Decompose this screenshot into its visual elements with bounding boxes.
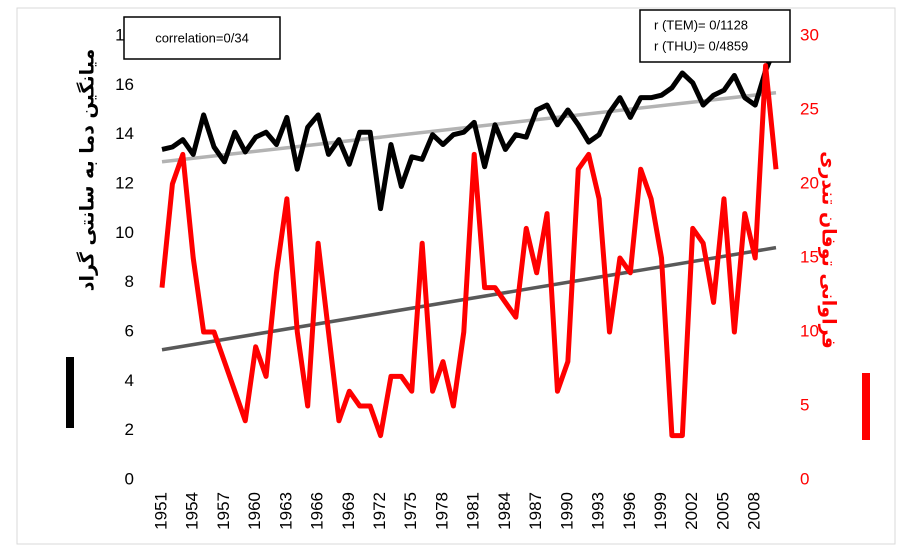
x-tick-label: 1957 bbox=[214, 492, 233, 530]
y-tick-label: 2 bbox=[125, 420, 134, 439]
annotation: r (THU)= 0/4859 bbox=[654, 38, 748, 53]
annotation-box bbox=[123, 16, 281, 60]
series-indicator bbox=[66, 357, 74, 428]
data-line bbox=[161, 44, 779, 212]
y-tick-label: 6 bbox=[125, 321, 134, 340]
x-tick-label: 1993 bbox=[589, 492, 608, 530]
x-tick-label: 1960 bbox=[245, 492, 264, 530]
annotation-box bbox=[639, 9, 791, 63]
annotation: r (TEM)= 0/1128 bbox=[654, 17, 748, 32]
x-tick-label: 1978 bbox=[432, 492, 451, 530]
x-tick-label: 1954 bbox=[183, 492, 202, 530]
y2-tick-label: 0 bbox=[800, 469, 809, 488]
y-tick-label: 16 bbox=[115, 75, 134, 94]
x-tick-label: 1951 bbox=[151, 492, 170, 530]
y2-axis-title: فراوانی توفان تندری bbox=[818, 151, 840, 349]
x-tick-label: 2005 bbox=[713, 492, 732, 530]
y-tick-label: 14 bbox=[115, 124, 134, 143]
x-tick-label: 1996 bbox=[620, 492, 639, 530]
y-tick-label: 8 bbox=[125, 272, 134, 291]
x-tick-label: 1987 bbox=[526, 492, 545, 530]
x-tick-label: 1975 bbox=[401, 492, 420, 530]
y2-tick-label: 20 bbox=[800, 173, 819, 192]
trend-line bbox=[161, 245, 777, 352]
frame bbox=[16, 7, 896, 545]
x-tick-label: 1963 bbox=[276, 492, 295, 530]
x-tick-label: 2002 bbox=[682, 492, 701, 530]
y2-tick-label: 5 bbox=[800, 395, 809, 414]
y-axis-title: میانگین دما به سانتی گراد bbox=[76, 49, 99, 292]
x-tick-label: 1999 bbox=[651, 492, 670, 530]
y-tick-label: 0 bbox=[125, 469, 134, 488]
x-tick-label: 1969 bbox=[339, 492, 358, 530]
y2-tick-label: 25 bbox=[800, 99, 819, 118]
x-tick-label: 1972 bbox=[370, 492, 389, 530]
y2-tick-label: 30 bbox=[800, 25, 819, 44]
x-tick-label: 1981 bbox=[464, 492, 483, 530]
x-tick-label: 1984 bbox=[495, 492, 514, 530]
y-tick-label: 4 bbox=[125, 371, 134, 390]
data-line bbox=[159, 63, 779, 439]
y-tick-label: 10 bbox=[115, 223, 134, 242]
y2-tick-label: 10 bbox=[800, 321, 819, 340]
y2-tick-label: 15 bbox=[800, 247, 819, 266]
x-tick-label: 2008 bbox=[745, 492, 764, 530]
x-tick-label: 1990 bbox=[557, 492, 576, 530]
y-tick-label: 12 bbox=[115, 173, 134, 192]
x-tick-label: 1966 bbox=[308, 492, 327, 530]
series-indicator bbox=[862, 373, 870, 440]
annotation: correlation=0/34 bbox=[155, 30, 249, 45]
